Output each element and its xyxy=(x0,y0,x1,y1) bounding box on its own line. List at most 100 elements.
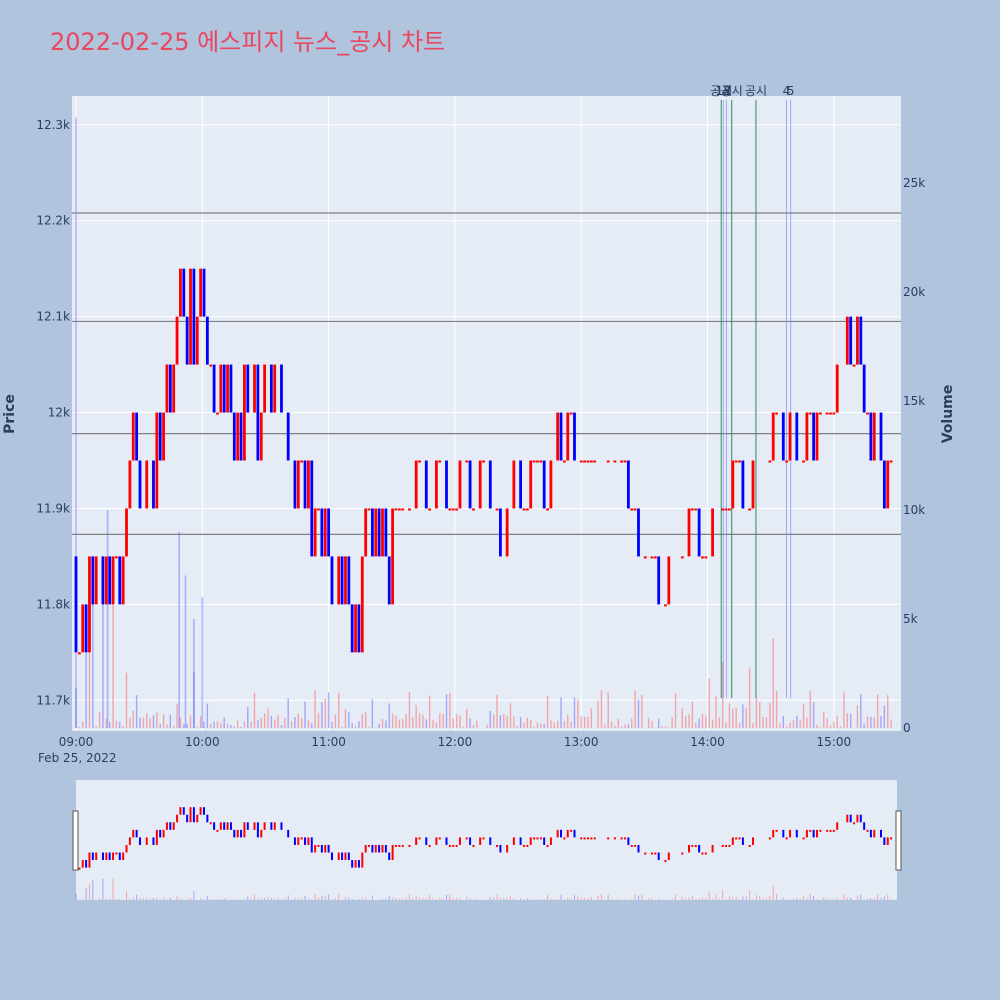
price-candle xyxy=(825,412,829,415)
price-candle xyxy=(465,460,469,463)
mini-volume-bar xyxy=(129,898,131,900)
mini-volume-bar xyxy=(634,894,636,900)
price-candle xyxy=(771,412,775,461)
volume-bar xyxy=(499,715,502,728)
price-candle xyxy=(643,556,647,559)
mini-candle xyxy=(435,837,438,845)
range-slider[interactable] xyxy=(76,780,897,900)
mini-candle xyxy=(519,837,522,845)
y-axis-title: Price xyxy=(2,394,18,434)
price-candle xyxy=(408,508,411,511)
mini-candle xyxy=(425,837,428,845)
price-candle xyxy=(738,460,741,463)
price-candle xyxy=(731,460,735,509)
mini-candle xyxy=(91,852,94,861)
volume-bar xyxy=(391,713,394,728)
volume-bar xyxy=(236,720,239,728)
volume-bar xyxy=(657,719,660,728)
mini-volume-bar xyxy=(358,898,360,900)
y-tick-label: 11.8k xyxy=(36,597,70,611)
mini-candle xyxy=(846,814,849,823)
mini-volume-bar xyxy=(536,899,538,900)
price-candle xyxy=(751,460,755,509)
mini-volume-bar xyxy=(321,895,323,900)
mini-volume-bar xyxy=(132,897,134,900)
volume-bar xyxy=(691,701,694,728)
volume-bar xyxy=(98,711,101,728)
volume-bar xyxy=(105,718,108,728)
price-candle xyxy=(835,364,839,413)
annotation-label: 공시 xyxy=(745,84,767,98)
mini-candle xyxy=(563,837,566,840)
mini-candle xyxy=(391,844,394,861)
volume-bar xyxy=(178,531,180,728)
volume-bar xyxy=(102,594,104,728)
mini-candle xyxy=(445,837,448,845)
mini-candle xyxy=(317,844,320,847)
price-candle xyxy=(394,508,398,511)
mini-volume-bar xyxy=(890,898,892,900)
price-candle xyxy=(263,364,267,413)
range-handle-right[interactable] xyxy=(895,810,902,871)
mini-volume-bar xyxy=(708,892,710,900)
price-candle xyxy=(573,412,576,461)
price-candle xyxy=(856,316,859,365)
volume-bar xyxy=(250,721,252,728)
price-candle xyxy=(458,460,462,509)
volume-bar xyxy=(428,695,431,728)
volume-bar xyxy=(402,719,404,728)
volume-bar xyxy=(779,723,781,728)
volume-bar xyxy=(769,703,771,728)
mini-candle xyxy=(816,829,819,838)
volume-bar xyxy=(341,726,343,728)
mini-candle xyxy=(536,837,539,840)
volume-bar xyxy=(415,705,417,728)
mini-candle xyxy=(721,844,724,847)
mini-candle xyxy=(216,829,219,832)
mini-volume-bar xyxy=(735,896,737,900)
volume-bar xyxy=(75,687,77,728)
volume-bar xyxy=(833,721,835,728)
volume-bar xyxy=(742,704,744,728)
volume-bar xyxy=(307,720,310,728)
price-candle xyxy=(829,412,832,415)
mini-candle xyxy=(428,844,431,847)
volume-bar xyxy=(782,715,785,728)
range-handle-left[interactable] xyxy=(72,810,79,871)
mini-volume-bar xyxy=(109,899,111,900)
y-tick-label: 11.7k xyxy=(36,693,70,707)
mini-volume-bar xyxy=(867,898,869,900)
volume-bar xyxy=(260,717,262,728)
mini-volume-bar xyxy=(395,898,397,900)
mini-candle xyxy=(869,829,872,838)
price-candle xyxy=(488,460,492,509)
price-candle xyxy=(229,364,233,413)
mini-candle xyxy=(863,822,866,830)
volume-bar xyxy=(280,725,283,728)
volume-bar xyxy=(432,719,434,728)
mini-candle xyxy=(664,860,667,863)
volume-bar xyxy=(274,719,276,728)
mini-candle xyxy=(408,844,411,847)
volume-bar xyxy=(327,692,330,728)
mini-candle xyxy=(789,829,792,838)
mini-candle xyxy=(101,852,104,861)
volume-bar xyxy=(78,726,81,728)
mini-volume-bar xyxy=(523,899,525,900)
mini-candle xyxy=(738,837,741,840)
mini-volume-bar xyxy=(429,894,431,900)
mini-volume-bar xyxy=(567,897,569,900)
volume-bar xyxy=(533,726,535,728)
mini-volume-bar xyxy=(179,898,181,900)
mini-volume-bar xyxy=(742,896,744,900)
price-candle xyxy=(310,460,314,557)
volume-bar xyxy=(115,720,118,728)
main-plot-area[interactable] xyxy=(72,96,901,731)
mini-volume-bar xyxy=(701,897,703,900)
price-candle xyxy=(428,508,432,511)
mini-volume-bar xyxy=(183,899,185,900)
mini-candle xyxy=(479,837,482,845)
mini-candle xyxy=(327,844,330,853)
price-candle xyxy=(84,604,88,653)
